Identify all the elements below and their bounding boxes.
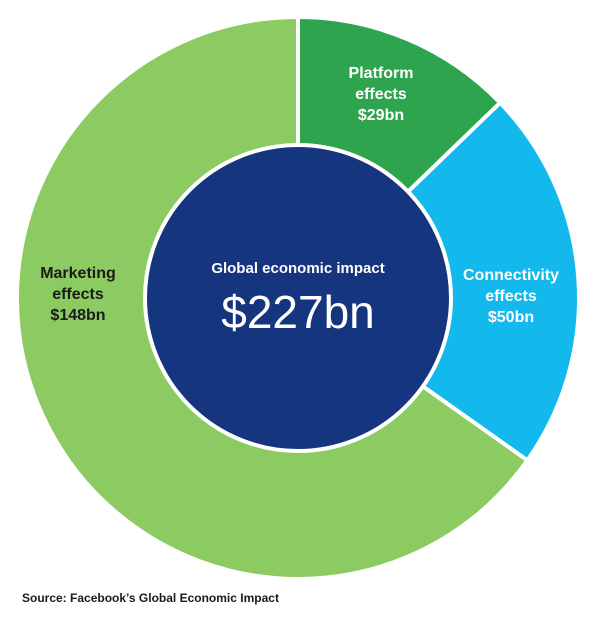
slice-label-line: $29bn [358, 107, 404, 124]
slice-label-platform: Platform effects $29bn [349, 65, 414, 124]
slice-label-line: $50bn [488, 309, 534, 326]
center-value: $227bn [221, 286, 375, 338]
slice-label-line: $148bn [50, 307, 105, 324]
slice-label-line: effects [485, 288, 537, 305]
slice-label-line: effects [355, 86, 407, 103]
center-disc [143, 143, 453, 453]
source-note: Source: Facebook’s Global Economic Impac… [22, 591, 279, 605]
slice-label-line: Marketing [40, 265, 116, 282]
slice-label-line: Connectivity [463, 267, 559, 284]
slice-label-line: effects [52, 286, 104, 303]
slice-labels: Platform effects $29bn Connectivity effects $… [40, 65, 559, 326]
center-label: Global economic impact [211, 260, 384, 277]
slice-label-marketing: Marketing effects $148bn [40, 265, 116, 324]
slice-label-connectivity: Connectivity effects $50bn [463, 267, 559, 326]
slice-label-line: Platform [349, 65, 414, 82]
